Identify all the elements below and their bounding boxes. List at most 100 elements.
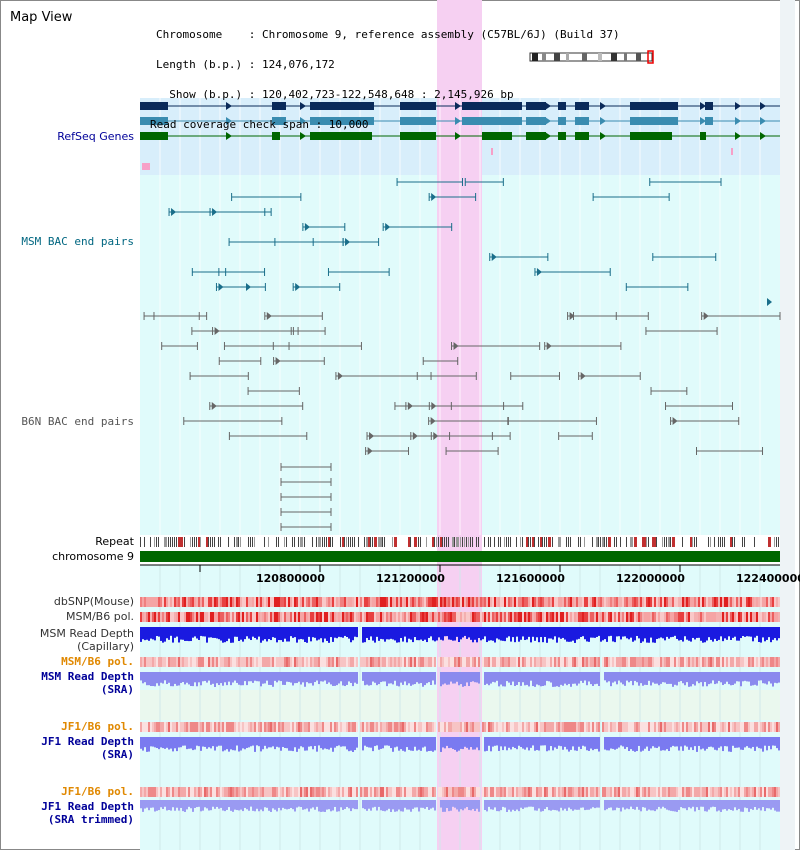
- heatmap-cell: [418, 722, 420, 732]
- read-depth-bar: [174, 672, 176, 684]
- heatmap-cell: [666, 597, 668, 607]
- read-depth-bar: [630, 627, 632, 638]
- track-label-chromosome[interactable]: chromosome 9: [52, 550, 134, 563]
- heatmap-cell: [254, 597, 256, 607]
- track-label-dbsnp[interactable]: dbSNP(Mouse): [53, 595, 134, 608]
- heatmap-cell: [172, 612, 174, 622]
- read-depth-bar: [150, 737, 152, 747]
- heatmap-cell: [552, 722, 554, 732]
- read-depth-bar: [716, 800, 718, 812]
- heatmap-cell: [226, 612, 228, 622]
- track-label-jf1-read-depth-trimmed[interactable]: JF1 Read Depth: [41, 800, 134, 813]
- heatmap-cell: [546, 787, 548, 797]
- heatmap-cell: [564, 657, 566, 667]
- heatmap-cell: [210, 597, 212, 607]
- track-label-jf1-b6-pol-trimmed[interactable]: JF1/B6 pol.: [61, 785, 134, 798]
- heatmap-cell: [618, 597, 620, 607]
- read-depth-bar: [618, 737, 620, 748]
- read-depth-bar: [448, 800, 450, 812]
- heatmap-cell: [586, 787, 588, 797]
- heatmap-cell: [272, 597, 274, 607]
- read-depth-bar: [184, 627, 186, 641]
- read-depth-bar: [274, 627, 276, 638]
- track-label-msm-read-depth-capillary[interactable]: MSM Read Depth: [39, 627, 134, 640]
- read-depth-bar: [718, 627, 720, 640]
- read-depth-bar: [268, 800, 270, 811]
- read-depth-bar: [294, 737, 296, 748]
- heatmap-cell: [774, 787, 776, 797]
- heatmap-cell: [238, 612, 240, 622]
- track-label-msm-b6-pol[interactable]: MSM/B6 pol.: [66, 610, 134, 623]
- heatmap-cell: [772, 597, 774, 607]
- heatmap-cell: [608, 722, 610, 732]
- read-depth-bar: [312, 672, 314, 686]
- read-depth-bar: [684, 627, 686, 637]
- read-depth-bar: [228, 627, 230, 639]
- read-depth-bar: [674, 627, 676, 636]
- heatmap-cell: [300, 597, 302, 607]
- track-label-refseq-genes[interactable]: RefSeq Genes: [57, 130, 134, 143]
- track-label-msm-bac-end-pairs[interactable]: MSM BAC end pairs: [21, 235, 134, 248]
- heatmap-cell: [150, 612, 152, 622]
- heatmap-cell: [464, 597, 466, 607]
- heatmap-cell: [416, 787, 418, 797]
- page-title: Map View: [10, 10, 73, 25]
- heatmap-cell: [496, 722, 498, 732]
- read-depth-bar: [392, 800, 394, 810]
- heatmap-cell: [260, 657, 262, 667]
- heatmap-cell: [284, 657, 286, 667]
- track-label-msm-read-depth-sra[interactable]: MSM Read Depth: [41, 670, 134, 683]
- heatmap-cell: [678, 722, 680, 732]
- read-depth-bar: [736, 737, 738, 748]
- read-depth-bar: [382, 800, 384, 811]
- read-depth-bar: [624, 800, 626, 810]
- heatmap-cell: [680, 722, 682, 732]
- bac-end-arrow: [304, 223, 310, 231]
- track-label-jf1-read-depth-sra[interactable]: JF1 Read Depth: [41, 735, 134, 748]
- read-depth-bar: [572, 737, 574, 747]
- heatmap-cell: [660, 657, 662, 667]
- track-label-jf1-b6-pol[interactable]: JF1/B6 pol.: [61, 720, 134, 733]
- read-depth-bar: [466, 737, 468, 748]
- read-depth-bar: [268, 672, 270, 685]
- track-label-msm-b6-pol-sra[interactable]: MSM/B6 pol.: [61, 655, 134, 668]
- read-depth-bar: [378, 672, 380, 685]
- heatmap-cell: [272, 787, 274, 797]
- track-label-repeat[interactable]: Repeat: [95, 535, 134, 548]
- read-depth-bar: [636, 737, 638, 752]
- read-depth-bar: [348, 800, 350, 809]
- read-depth-bar: [624, 672, 626, 686]
- read-depth-bar: [232, 627, 234, 643]
- heatmap-cell: [510, 787, 512, 797]
- heatmap-cell: [714, 787, 716, 797]
- heatmap-cell: [254, 722, 256, 732]
- read-depth-bar: [684, 672, 686, 686]
- heatmap-cell: [524, 597, 526, 607]
- heatmap-cell: [260, 597, 262, 607]
- heatmap-cell: [406, 612, 408, 622]
- heatmap-cell: [222, 787, 224, 797]
- ideogram: [529, 52, 653, 62]
- heatmap-cell: [714, 722, 716, 732]
- heatmap-cell: [264, 597, 266, 607]
- repeat-mark: [350, 537, 351, 547]
- read-depth-bar: [474, 800, 476, 812]
- heatmap-cell: [684, 722, 686, 732]
- repeat-mark: [616, 537, 617, 547]
- heatmap-cell: [778, 612, 780, 622]
- bac-end-arrow: [430, 417, 436, 425]
- heatmap-cell: [384, 787, 386, 797]
- read-depth-bar: [220, 672, 222, 684]
- gene-arrow: [760, 132, 766, 140]
- heatmap-cell: [368, 722, 370, 732]
- repeat-mark: [544, 537, 545, 547]
- heatmap-cell: [180, 657, 182, 667]
- repeat-mark: [552, 537, 553, 547]
- heatmap-cell: [328, 787, 330, 797]
- heatmap-cell: [282, 787, 284, 797]
- track-label-b6n-bac-end-pairs[interactable]: B6N BAC end pairs: [21, 415, 134, 428]
- read-depth-bar: [718, 672, 720, 681]
- heatmap-cell: [608, 597, 610, 607]
- read-depth-bar: [570, 627, 572, 642]
